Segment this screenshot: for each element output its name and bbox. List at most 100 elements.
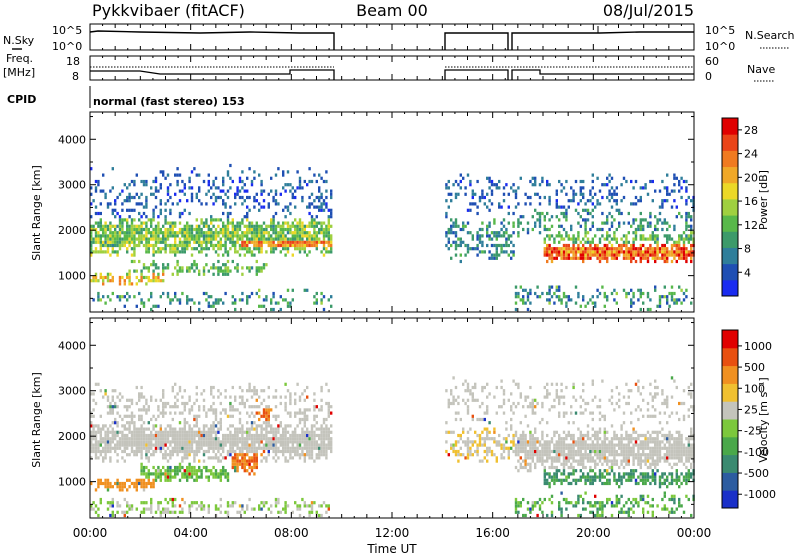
velocity-cell [570,449,573,454]
power-cell [212,266,215,270]
power-cell [558,250,561,254]
power-cell [190,234,194,238]
power-cell [450,243,453,248]
power-cell [186,266,189,270]
power-cell [258,227,261,232]
velocity-cell [241,433,244,438]
power-cell [315,240,318,244]
power-cell [138,234,141,238]
power-cell [166,199,170,203]
velocity-cell [303,389,306,393]
power-cell [157,279,160,283]
velocity-cell [181,449,184,454]
power-cell [255,199,258,203]
velocity-cell [241,398,244,402]
power-cell [591,215,594,219]
velocity-cell [238,462,242,466]
velocity-cell [202,398,206,402]
velocity-cell [128,437,131,441]
power-cell [673,256,676,260]
velocity-cell [272,449,275,454]
power-cell [154,250,158,254]
power-cell [450,231,453,235]
power-cell [274,173,278,177]
power-cell [670,291,674,296]
velocity-cell [601,501,604,505]
power-cell [550,250,554,254]
power-cell [606,253,609,257]
velocity-cell [217,430,220,434]
velocity-cell [265,440,268,444]
velocity-cell [169,453,172,457]
velocity-cell [265,456,268,460]
velocity-cell [265,424,268,428]
power-cell [289,202,292,206]
power-cell [570,199,573,203]
power-cell [469,183,472,187]
power-cell [102,243,105,248]
power-cell [133,195,136,200]
power-cell [303,243,306,248]
power-cell [586,211,590,216]
power-cell [159,186,162,190]
velocity-cell [289,411,292,415]
velocity-cell [207,504,210,508]
velocity-cell [282,449,285,454]
power-cell [322,307,326,312]
power-cell [514,192,518,196]
power-cell [178,231,182,235]
velocity-cell [114,446,117,450]
velocity-cell [214,469,218,473]
velocity-cell [236,408,239,412]
velocity-cell [178,446,182,450]
velocity-cell [186,440,189,444]
velocity-cell [546,392,549,396]
velocity-cell [546,382,549,386]
velocity-cell [601,481,604,486]
power-cell [673,189,676,193]
velocity-cell [466,430,470,434]
power-cell [289,183,292,187]
power-cell [291,195,294,200]
velocity-cell [553,433,556,438]
velocity-cell [320,513,323,518]
velocity-cell [591,478,594,482]
power-cell [102,295,105,299]
velocity-cell [231,424,234,428]
power-cell [325,170,328,174]
velocity-cell [157,446,160,450]
power-cell [517,231,520,235]
velocity-cell [162,456,165,460]
velocity-cell [572,472,575,476]
velocity-cell [104,485,107,489]
velocity-cell [145,507,148,511]
power-cell [152,215,155,219]
velocity-cell [531,504,534,508]
power-cell [265,263,268,267]
velocity-cell [320,443,323,447]
velocity-cell [526,443,530,447]
velocity-cell [195,469,198,473]
power-cell [274,301,278,305]
power-cell [176,259,179,264]
velocity-cell [147,459,150,463]
power-cell [476,237,479,241]
power-cell [565,304,568,308]
velocity-cell [613,446,616,450]
velocity-cell [195,414,198,418]
power-cell [111,275,114,280]
velocity-cell [128,504,131,508]
power-cell [680,301,683,305]
power-cell [241,218,244,222]
power-cell [625,291,628,296]
velocity-cell [142,408,146,412]
power-cell [618,243,621,248]
power-cell [212,192,215,196]
power-cell [214,234,218,238]
velocity-cell [212,401,215,406]
velocity-cell [188,507,191,511]
power-cell [94,221,98,225]
power-cell [637,247,640,251]
velocity-cell [320,437,323,441]
velocity-cell [574,501,578,505]
